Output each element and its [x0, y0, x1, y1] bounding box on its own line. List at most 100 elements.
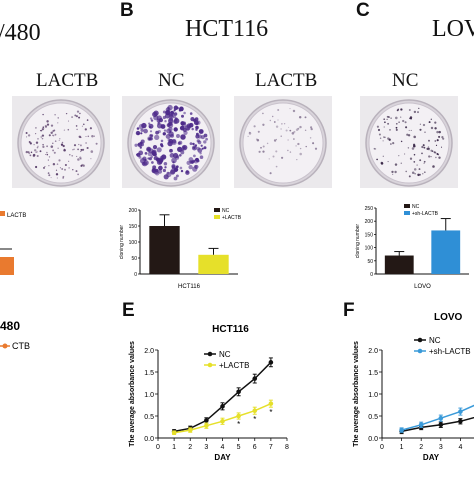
- f-xtick-label: 1: [400, 444, 404, 451]
- e-point: [252, 376, 258, 381]
- b-ytick-label: 100: [129, 240, 138, 246]
- e-xtick-label: 8: [285, 444, 289, 451]
- b-legend-label-1: +LACTB: [222, 215, 242, 221]
- f-series-line-1: [401, 404, 474, 431]
- e-point: [236, 389, 241, 395]
- panel-a-bar-fragment: LACTB: [0, 205, 40, 275]
- c-legend-label-1: +sh-LACTB: [412, 211, 439, 217]
- e-ytick-label: 0.5: [144, 414, 154, 421]
- c-bar-0: [384, 255, 414, 274]
- panel-c-bar-chart: 0 50 100 150 200 250 cloning number LOVO NC +sh-L…: [354, 198, 474, 290]
- panel-c-letter: C: [356, 0, 370, 21]
- b-legend-swatch-0: [214, 208, 220, 212]
- panel-e-line-chart: 0.0 0.5 1.0 1.5 2.0 0 1 2 3 4 5 6 7 8 The average abso…: [112, 310, 292, 474]
- e-ylabel: The average absorbance values: [129, 341, 136, 447]
- f-ytick-label: 1.5: [368, 370, 378, 377]
- e-xtick-label: 0: [156, 444, 160, 451]
- e-xtick-label: 3: [204, 444, 208, 451]
- petri-dish-b-lactb: [234, 96, 332, 188]
- e-xtick-label: 5: [237, 444, 241, 451]
- e-ytick-label: 1.5: [144, 370, 154, 377]
- e-point: [204, 423, 209, 428]
- c-ytick-label: 0: [370, 272, 373, 278]
- b-ytick-label: 200: [129, 208, 138, 214]
- e-ytick-label: 1.0: [144, 392, 154, 399]
- b-legend-label-0: NC: [222, 208, 230, 214]
- panel-d-fragment: 480 CTB: [0, 300, 110, 474]
- a-legend-text: LACTB: [7, 213, 26, 219]
- e-xtick-label: 4: [221, 444, 225, 451]
- e-xtick-label: 6: [253, 444, 257, 451]
- f-title: LOVO: [434, 312, 463, 323]
- panel-e-letter: E: [122, 300, 135, 321]
- f-point: [418, 422, 424, 428]
- e-point: [268, 360, 274, 365]
- e-xlabel: DAY: [214, 453, 231, 462]
- e-significance-mark: *: [269, 408, 272, 417]
- e-point: [220, 404, 225, 409]
- b-ytick-label: 150: [129, 224, 138, 230]
- e-point: [252, 408, 258, 414]
- panel-f-letter: F: [343, 300, 355, 321]
- e-title: HCT116: [212, 324, 249, 335]
- e-xtick-label: 7: [269, 444, 273, 451]
- panel-d-legend: CTB: [12, 341, 30, 351]
- b-bar-1: [198, 254, 229, 274]
- e-significance-mark: *: [253, 415, 256, 424]
- c-ytick-label: 250: [365, 206, 374, 212]
- petri-dish-a: [12, 96, 110, 188]
- e-ytick-label: 2.0: [144, 348, 154, 355]
- e-point: [171, 430, 177, 436]
- f-ytick-label: 1.0: [368, 392, 378, 399]
- e-point: [236, 413, 241, 419]
- panel-f-line-chart: 0.0 0.5 1.0 1.5 2.0 0 1 2 3 4 The average absorban…: [352, 306, 474, 474]
- e-legend-marker-1: [207, 362, 213, 368]
- b-bar-0: [149, 226, 180, 274]
- e-xtick-label: 1: [172, 444, 176, 451]
- panel-b-title: HCT116: [185, 16, 269, 42]
- petri-dish-b-nc: [122, 96, 220, 188]
- e-legend-marker-0: [207, 351, 213, 357]
- e-significance-mark: *: [237, 420, 240, 429]
- f-point: [458, 418, 463, 424]
- dish-label-c-nc: NC: [392, 70, 419, 91]
- dish-label-a-lactb: LACTB: [36, 70, 99, 91]
- b-ytick-label: 0: [134, 272, 137, 278]
- f-xtick-label: 3: [439, 444, 443, 451]
- b-legend-swatch-1: [214, 215, 220, 219]
- c-legend-swatch-1: [404, 211, 410, 215]
- f-legend-label-0: NC: [429, 336, 441, 345]
- e-point: [204, 418, 209, 423]
- c-legend-label-0: NC: [412, 204, 420, 210]
- f-legend-marker-0: [417, 337, 423, 343]
- c-ylabel: cloning number: [355, 224, 361, 259]
- f-ytick-label: 0.0: [368, 436, 378, 443]
- panel-b-bar-chart: 0 50 100 150 200 cloning number HCT116 NC +LACTB: [118, 198, 288, 290]
- e-point: [220, 418, 225, 424]
- f-ytick-label: 2.0: [368, 348, 378, 355]
- dish-label-b-lactb: LACTB: [255, 70, 318, 91]
- dish-label-b-nc: NC: [158, 70, 185, 91]
- f-point: [438, 415, 444, 421]
- c-ytick-label: 150: [365, 232, 374, 238]
- f-legend-label-1: +sh-LACTB: [429, 347, 471, 356]
- f-xtick-label: 2: [419, 444, 423, 451]
- f-point: [458, 409, 463, 414]
- e-xtick-label: 2: [188, 444, 192, 451]
- panel-b-letter: B: [120, 0, 134, 21]
- f-point: [399, 427, 404, 433]
- a-bar: [0, 257, 14, 275]
- f-point: [438, 422, 444, 428]
- c-xlabel: LOVO: [414, 284, 431, 290]
- c-legend-swatch-0: [404, 204, 410, 208]
- b-ylabel: cloning number: [119, 225, 125, 260]
- petri-dish-c-nc: [360, 96, 458, 188]
- c-ytick-label: 200: [365, 219, 374, 225]
- b-xlabel: HCT116: [178, 284, 201, 290]
- e-ytick-label: 0.0: [144, 436, 154, 443]
- c-ytick-label: 50: [367, 259, 373, 265]
- f-legend-marker-1: [417, 348, 423, 354]
- e-legend-label-0: NC: [219, 350, 231, 359]
- f-xtick-label: 4: [458, 444, 462, 451]
- f-ytick-label: 0.5: [368, 414, 378, 421]
